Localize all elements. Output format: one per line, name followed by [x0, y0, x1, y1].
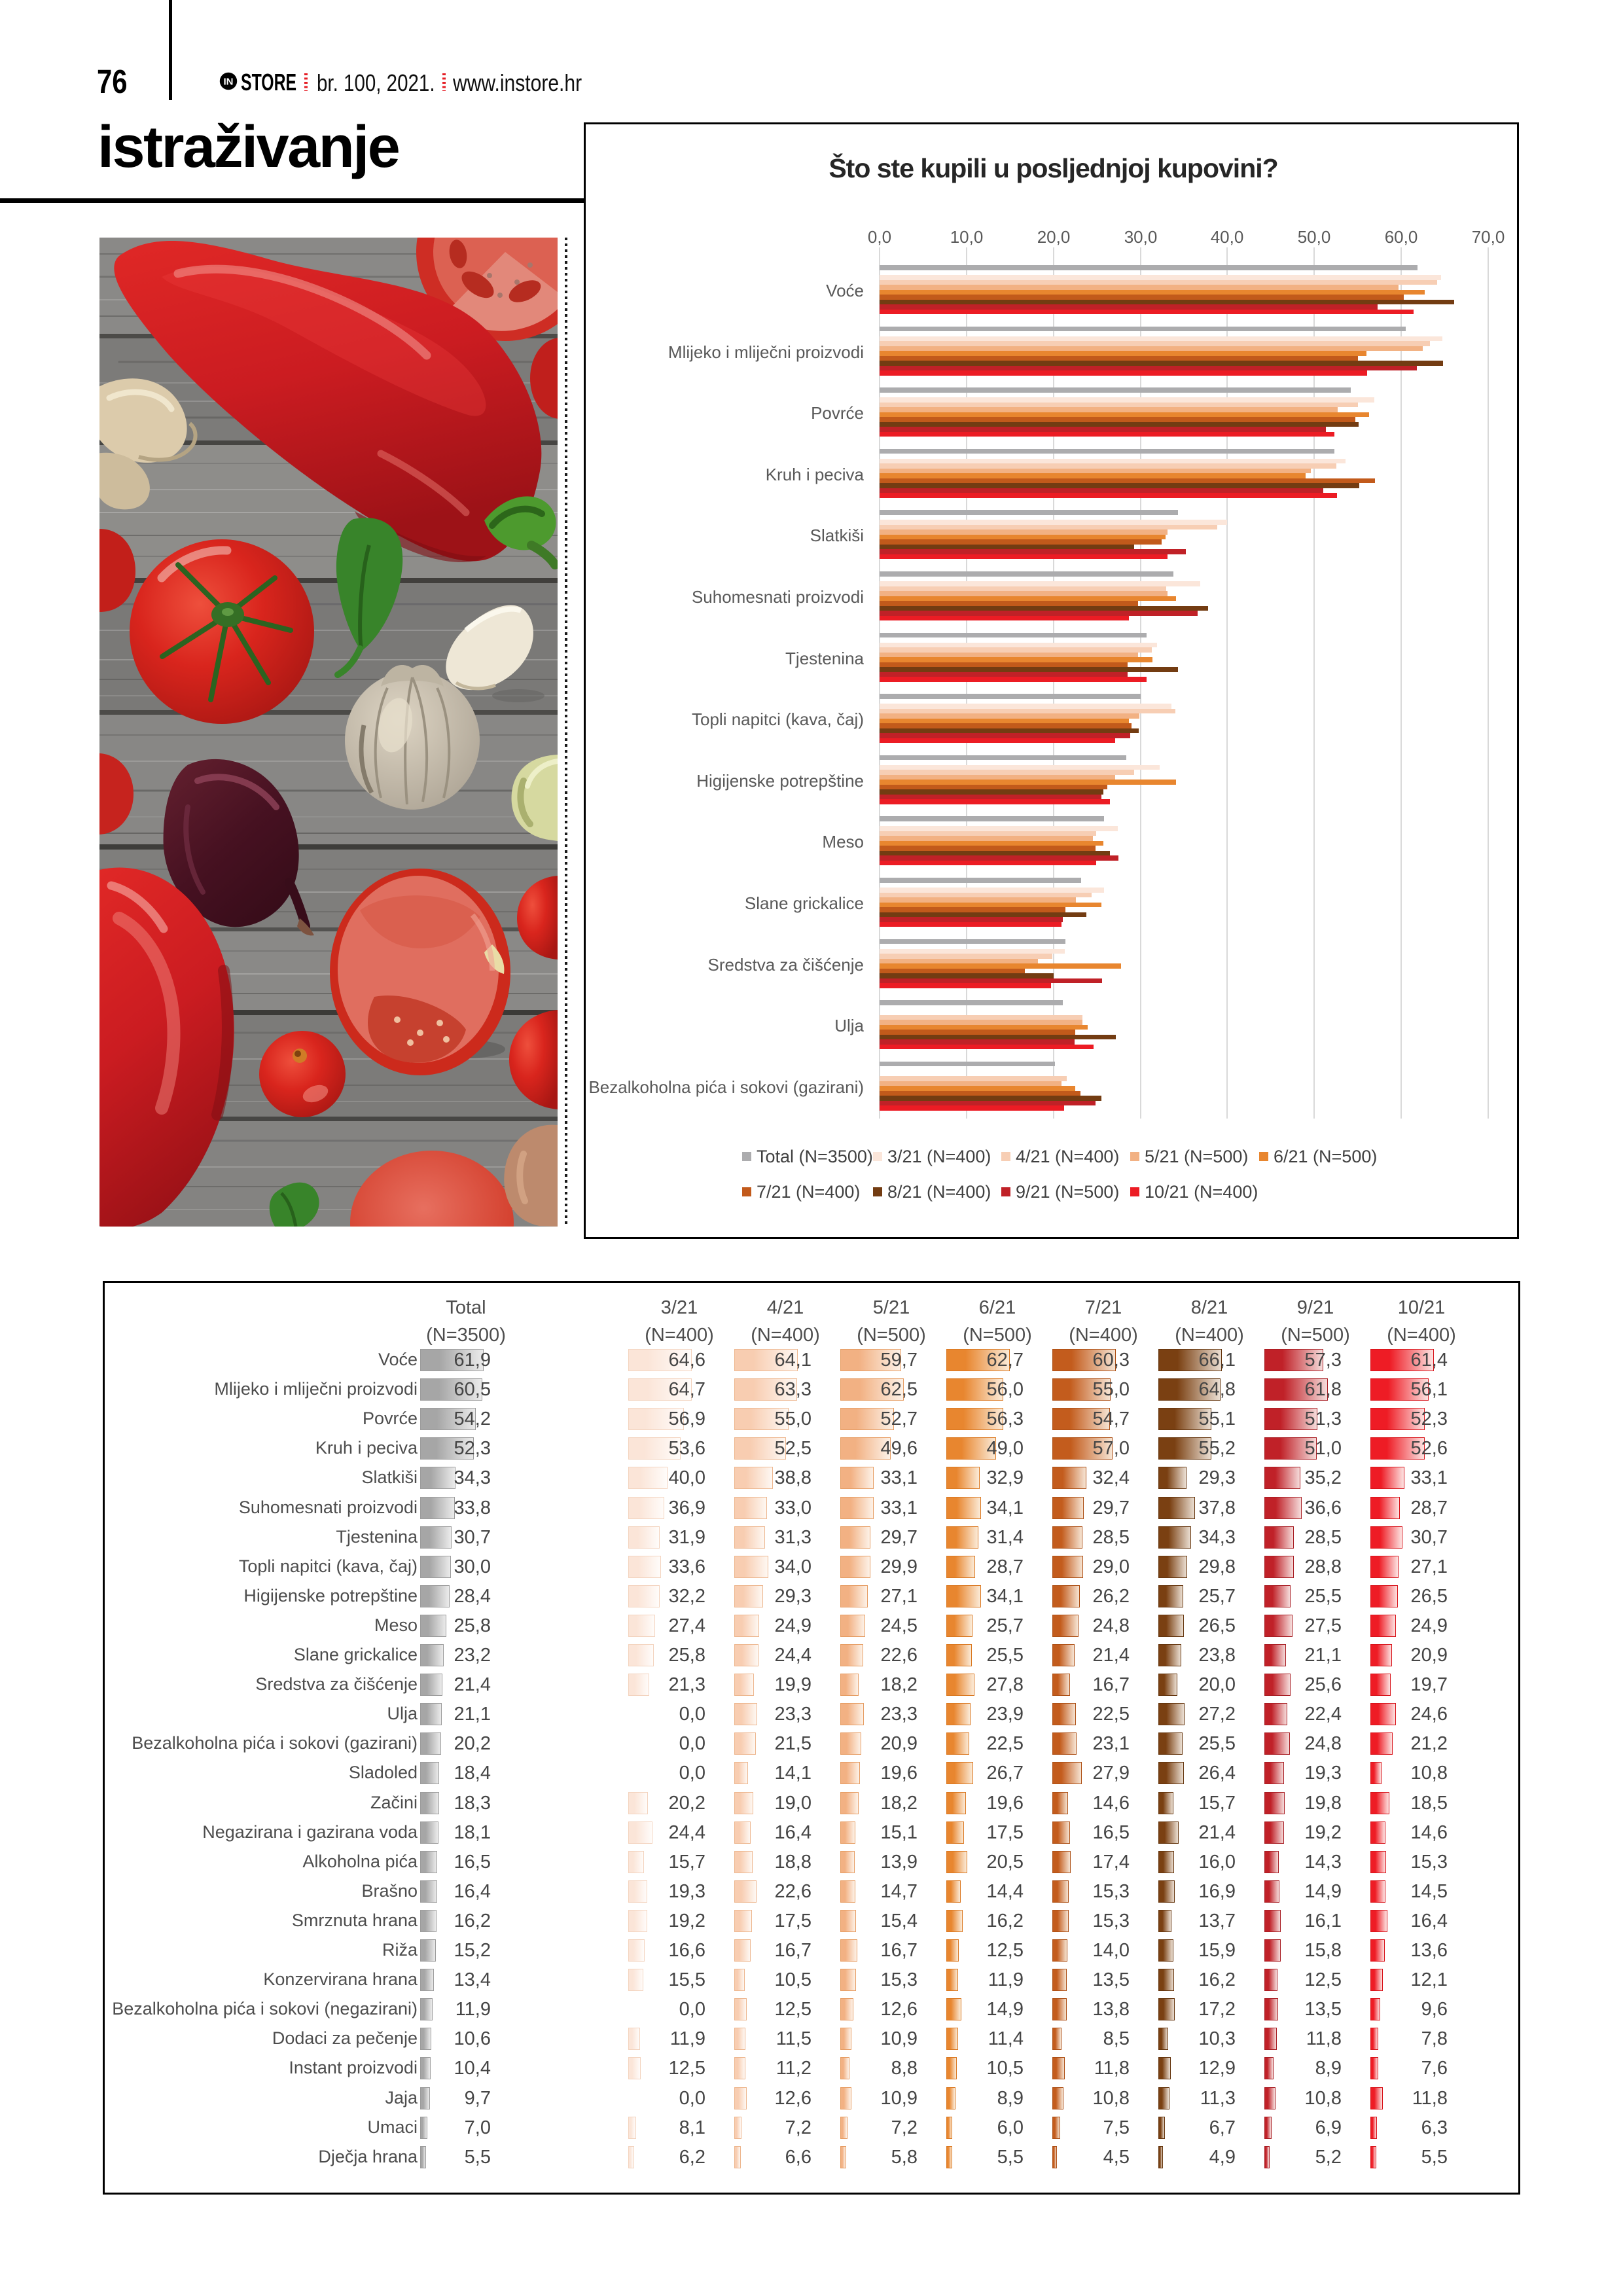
svg-text:IN: IN — [224, 77, 234, 88]
